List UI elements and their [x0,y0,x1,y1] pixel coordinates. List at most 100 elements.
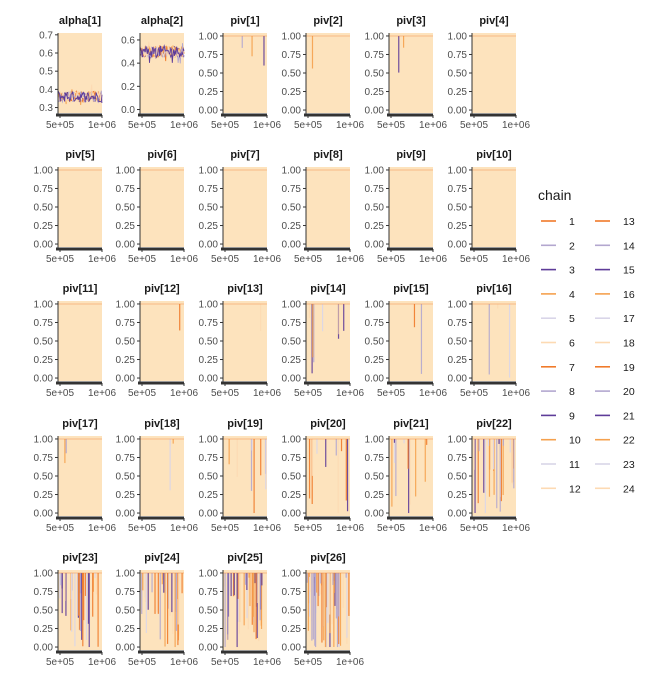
panel-title: piv[22] [476,418,512,430]
panel-background [223,436,267,516]
y-tick-label: 0.00 [34,509,54,520]
x-tick-label: 1e+06 [336,120,365,131]
y-tick-label: 0.00 [448,106,468,117]
panel-background [389,33,433,113]
y-tick-label: 0.50 [34,472,54,483]
y-tick-label: 0.50 [116,337,136,348]
panel-title: piv[13] [227,283,263,295]
panel-title: piv[24] [144,552,180,564]
x-tick-label: 5e+05 [128,388,157,399]
y-tick-label: 1.00 [199,165,219,176]
panel-piv6: piv[6] 0.00 0.25 0.50 0.75 1.00 5e+05 1e+06 [116,149,199,265]
panel-background [306,33,350,113]
y-tick-label: 0.75 [282,318,302,329]
y-tick-label: 0.75 [199,50,219,61]
x-tick-label: 1e+06 [419,388,448,399]
y-tick-label: 0.50 [365,203,385,214]
y-tick-label: 0.50 [199,69,219,80]
y-tick-label: 0.50 [34,606,54,617]
y-tick-label: 0.50 [199,472,219,483]
legend-label-chain-6: 6 [569,338,575,350]
y-tick-label: 0.00 [199,509,219,520]
y-tick-label: 1.00 [199,434,219,445]
panel-title: piv[17] [62,418,98,430]
panel-alpha1: alpha[1] 0.3 0.4 0.5 0.6 0.7 5e+05 1e+06 [39,15,116,131]
legend-label-chain-18: 18 [623,338,635,350]
y-tick-label: 0.25 [365,221,385,232]
trace-lines [139,41,185,64]
y-tick-label: 0.50 [199,606,219,617]
x-tick-label: 5e+05 [211,657,240,668]
panel-piv14: piv[14] 0.00 0.25 0.50 0.75 1.00 5e+05 1e+06 [282,283,365,399]
panel-piv16: piv[16] 0.00 0.25 0.50 0.75 1.00 5e+05 1e+06 [448,283,531,399]
y-tick-label: 0.25 [116,490,136,501]
y-tick-label: 0.00 [448,374,468,385]
y-tick-label: 0.50 [116,606,136,617]
x-tick-label: 5e+05 [460,388,489,399]
y-tick-label: 0.4 [121,59,135,70]
y-tick-label: 0.75 [199,587,219,598]
y-tick-label: 0.75 [282,453,302,464]
y-tick-label: 1.00 [365,165,385,176]
legend: chain12345678910111213141516171819202122… [538,187,635,495]
panel-background [140,167,184,247]
y-tick-label: 0.50 [199,337,219,348]
y-tick-label: 0.00 [282,643,302,654]
x-tick-label: 1e+06 [88,657,117,668]
legend-label-chain-1: 1 [569,216,575,228]
y-tick-label: 0.75 [365,318,385,329]
panel-background [58,167,102,247]
panel-piv9: piv[9] 0.00 0.25 0.50 0.75 1.00 5e+05 1e+06 [365,149,448,265]
panel-background [306,167,350,247]
panel-piv8: piv[8] 0.00 0.25 0.50 0.75 1.00 5e+05 1e+06 [282,149,365,265]
y-tick-label: 0.75 [365,184,385,195]
y-tick-label: 0.00 [365,106,385,117]
x-tick-label: 1e+06 [88,120,117,131]
panel-title: piv[18] [144,418,180,430]
trace-chain-2 [57,90,103,104]
panel-piv11: piv[11] 0.00 0.25 0.50 0.75 1.00 5e+05 1e+06 [34,283,117,399]
y-tick-label: 0.25 [448,355,468,366]
x-tick-label: 1e+06 [336,657,365,668]
trace-lines [472,303,516,378]
y-tick-label: 0.75 [199,453,219,464]
x-tick-label: 1e+06 [88,254,117,265]
x-tick-label: 1e+06 [170,388,199,399]
y-tick-label: 1.00 [34,434,54,445]
y-tick-label: 0.00 [282,240,302,251]
panel-background [472,33,516,113]
legend-label-chain-10: 10 [569,435,581,447]
legend-label-chain-3: 3 [569,265,575,277]
y-tick-label: 0.50 [365,472,385,483]
y-tick-label: 1.00 [448,299,468,310]
y-tick-label: 1.00 [365,434,385,445]
y-tick-label: 0.5 [39,67,53,78]
y-tick-label: 0.00 [34,240,54,251]
x-tick-label: 1e+06 [88,523,117,534]
x-tick-label: 1e+06 [336,254,365,265]
y-tick-label: 0.25 [116,355,136,366]
x-tick-label: 1e+06 [253,254,282,265]
panel-background [389,301,433,381]
x-tick-label: 5e+05 [46,523,75,534]
y-tick-label: 0.25 [199,221,219,232]
trace-lines [306,572,350,648]
x-tick-label: 5e+05 [211,120,240,131]
y-tick-label: 0.50 [448,472,468,483]
y-tick-label: 0.75 [448,318,468,329]
legend-label-chain-19: 19 [623,362,635,374]
panel-background [58,301,102,381]
trace-lines [223,438,267,514]
y-tick-label: 0.25 [448,221,468,232]
x-tick-label: 5e+05 [460,523,489,534]
trace-lines [58,438,102,464]
y-tick-label: 0.75 [116,453,136,464]
y-tick-label: 0.25 [365,490,385,501]
trace-lines [389,303,433,374]
x-tick-label: 1e+06 [502,120,531,131]
panel-title: piv[23] [62,552,98,564]
y-tick-label: 0.00 [282,374,302,385]
y-tick-label: 0.50 [282,472,302,483]
y-tick-label: 0.00 [116,643,136,654]
